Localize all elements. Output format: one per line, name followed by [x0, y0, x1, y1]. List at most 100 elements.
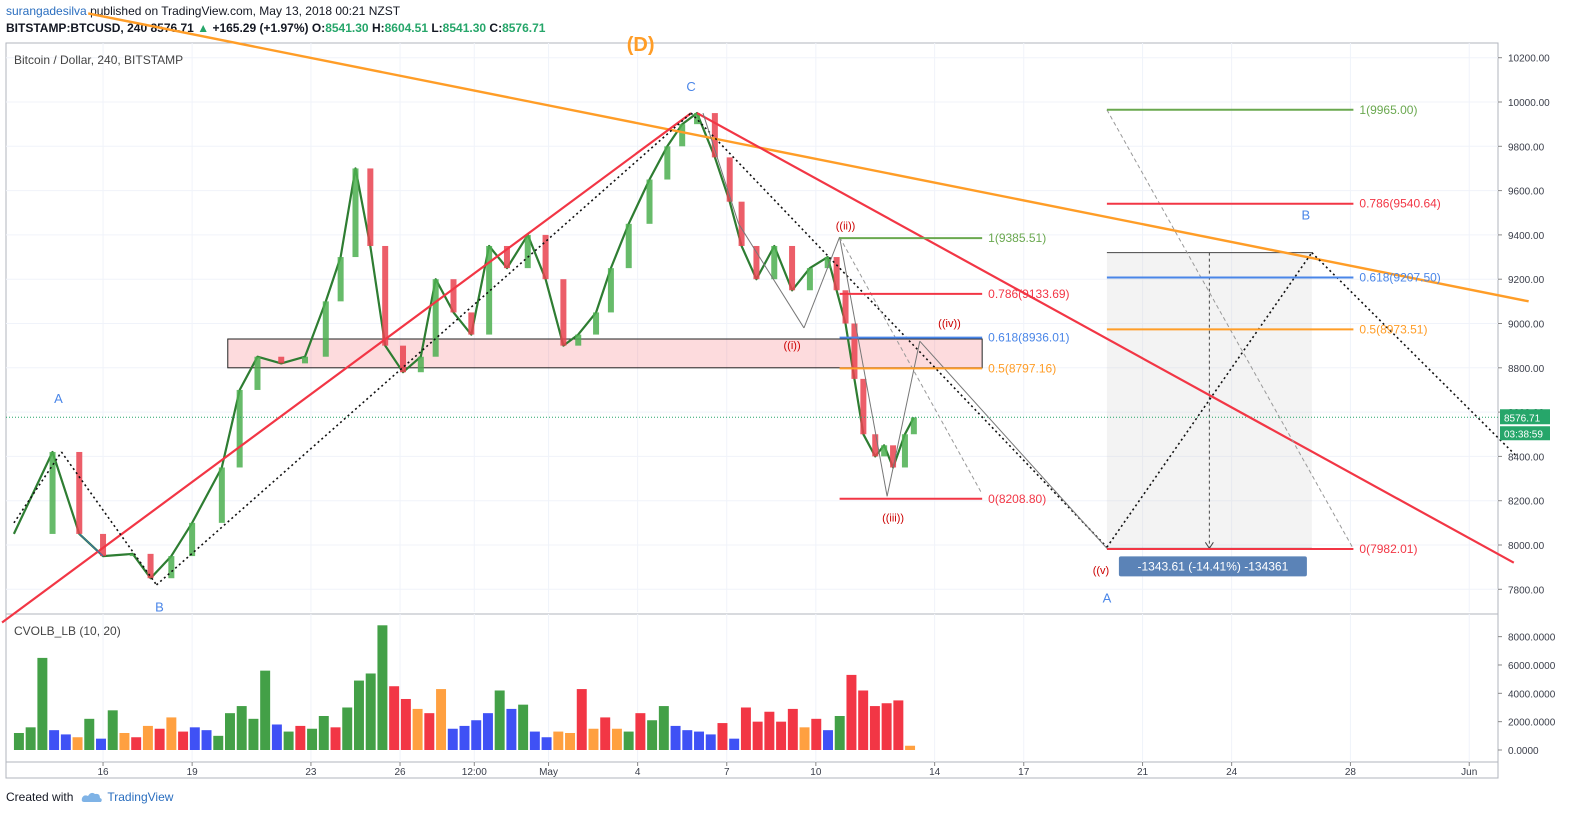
price-candle — [842, 290, 849, 324]
volume-bar — [611, 728, 622, 750]
time-tick-label: 10 — [810, 767, 822, 778]
support-zone — [227, 338, 983, 369]
price-tick-label: 8000.00 — [1508, 541, 1545, 552]
price-candle — [881, 445, 888, 457]
price-candle — [322, 301, 329, 357]
fib-left-level-label: 0(8208.80) — [988, 492, 1046, 506]
volume-bar — [330, 727, 341, 750]
price-candle — [910, 417, 917, 435]
price-candle — [468, 312, 475, 335]
last-price-badge — [1500, 409, 1550, 425]
fib-left-level-label: 0.5(8797.16) — [988, 361, 1056, 375]
volume-bar — [400, 698, 411, 750]
volume-bar — [541, 737, 552, 750]
wave-label: (D) — [627, 34, 655, 56]
price-candle — [789, 245, 796, 291]
fib-right-level-label: 0(7982.01) — [1359, 542, 1417, 556]
price-candle — [806, 268, 813, 291]
trendline — [87, 12, 1529, 303]
price-tick-label: 9800.00 — [1508, 142, 1545, 153]
volume-bar — [307, 728, 318, 750]
volume-bar — [787, 708, 798, 750]
ohlc-header: BITSTAMP:BTCUSD, 240 8576.71 ▲ +165.29 (… — [6, 21, 545, 35]
fib-right-level-label: 0.618(9207.50) — [1359, 271, 1440, 285]
volume-bar — [142, 725, 153, 750]
trendline — [78, 533, 104, 557]
time-tick-label: 24 — [1226, 767, 1238, 778]
price-candle — [694, 113, 701, 125]
price-candle — [679, 124, 686, 147]
price-candle — [129, 553, 136, 557]
price-tick-label: 10200.00 — [1508, 54, 1550, 65]
price-tick-label: 9400.00 — [1508, 231, 1545, 242]
last-price-badge-label: 8576.71 — [1504, 413, 1541, 424]
cloud-logo-icon — [82, 792, 103, 802]
wave-label: A — [54, 391, 63, 406]
time-tick-label: 28 — [1345, 767, 1357, 778]
volume-bar — [236, 706, 247, 750]
volume-bar — [377, 625, 388, 750]
price-candle — [575, 334, 582, 346]
volume-bar — [576, 689, 587, 750]
author-link[interactable]: surangadesilva — [6, 4, 87, 18]
trendline — [803, 236, 841, 329]
tradingview-link[interactable]: TradingView — [81, 790, 173, 804]
footer: Created with TradingView — [6, 790, 173, 804]
volume-bar — [635, 713, 646, 750]
volume-bar — [694, 731, 704, 750]
price-candle — [76, 451, 83, 534]
trendline — [13, 451, 63, 524]
volume-bar — [858, 690, 869, 750]
low-value: 8541.30 — [442, 21, 487, 35]
volume-bar — [37, 657, 48, 750]
volume-bar — [823, 730, 833, 750]
price-candle — [872, 434, 879, 457]
volume-bar — [178, 731, 189, 750]
open-label: O: — [311, 21, 326, 35]
volume-bar — [119, 732, 130, 750]
time-tick-label: 4 — [635, 767, 641, 778]
fib-left-level-label: 0.786(9133.69) — [988, 287, 1069, 301]
price-candle — [625, 223, 632, 269]
volume-bar — [764, 711, 775, 750]
volume-bar — [424, 713, 435, 750]
change-value: +165.29 (+1.97%) — [212, 21, 309, 35]
price-candle — [367, 168, 374, 246]
price-tick-label: 9200.00 — [1508, 275, 1545, 286]
trendline — [702, 112, 740, 224]
price-candle — [400, 345, 407, 373]
time-tick-label: 16 — [97, 767, 109, 778]
price-candle — [753, 245, 760, 280]
volume-bar — [834, 715, 845, 750]
volume-bar — [389, 686, 400, 750]
created-with-label: Created with — [6, 790, 74, 804]
volume-bar — [869, 706, 880, 750]
price-candle — [593, 312, 600, 335]
volume-bar — [436, 689, 447, 750]
price-candle — [417, 356, 424, 373]
trendline — [690, 112, 1108, 548]
price-candle — [524, 234, 531, 269]
time-tick-label: 7 — [724, 767, 730, 778]
trendline — [738, 223, 805, 329]
measure-label: -1343.61 (-14.41%) -134361 — [1138, 559, 1289, 573]
volume-bar — [96, 738, 106, 750]
wave-label: ((i)) — [784, 340, 801, 352]
volume-bar — [260, 670, 271, 750]
volume-bar — [811, 718, 822, 750]
trendline — [60, 451, 158, 586]
volume-tick-label: 8000.0000 — [1508, 633, 1556, 644]
price-tick-label: 10000.00 — [1508, 98, 1550, 109]
wave-label: ((v) — [1093, 565, 1110, 577]
volume-bar — [365, 673, 376, 750]
price-candle — [49, 451, 56, 534]
volume-bar — [658, 706, 669, 750]
volume-tick-label: 4000.0000 — [1508, 689, 1556, 700]
price-candle — [100, 533, 107, 557]
trendline — [1, 112, 692, 624]
volume-bar — [353, 680, 364, 750]
open-value: 8541.30 — [325, 21, 369, 35]
volume-bar — [717, 723, 728, 750]
wave-label: B — [155, 599, 164, 614]
